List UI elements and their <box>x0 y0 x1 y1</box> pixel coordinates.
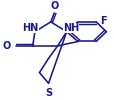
Text: HN: HN <box>22 23 38 33</box>
Text: NH: NH <box>63 23 79 33</box>
Text: S: S <box>45 88 52 98</box>
Text: O: O <box>3 41 11 51</box>
Text: F: F <box>99 16 105 26</box>
Text: O: O <box>50 1 58 11</box>
